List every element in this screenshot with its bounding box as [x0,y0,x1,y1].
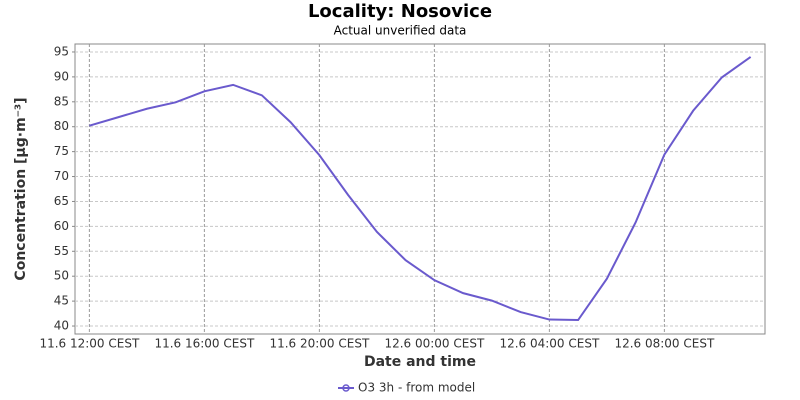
x-tick-label: 12.6 08:00 CEST [614,337,715,351]
y-axis-label: Concentration [µg·m⁻³] [13,97,29,280]
y-tick-label: 90 [54,69,69,83]
y-tick-label: 65 [54,194,69,208]
chart-title: Locality: Nosovice [308,1,492,22]
x-tick-label: 12.6 00:00 CEST [384,337,485,351]
y-tick-label: 70 [54,169,69,183]
y-tick-label: 95 [54,44,69,58]
x-tick-label: 11.6 16:00 CEST [154,337,255,351]
plot-area [74,43,766,335]
series-line [89,56,752,322]
y-tick-label: 80 [54,119,69,133]
y-tick-label: 60 [54,219,69,233]
y-tick-label: 40 [54,319,69,333]
legend-label: O3 3h - from model [358,381,475,395]
x-tick-label: 11.6 12:00 CEST [39,337,140,351]
y-tick-label: 85 [54,94,69,108]
x-axis-label: Date and time [364,354,476,370]
x-tick-label: 12.6 04:00 CEST [499,337,600,351]
y-tick-label: 45 [54,294,69,308]
x-tick-label: 11.6 20:00 CEST [269,337,370,351]
chart-subtitle: Actual unverified data [334,24,467,38]
y-tick-label: 55 [54,244,69,258]
y-tick-label: 50 [54,269,69,283]
legend-marker [342,384,350,392]
y-tick-label: 75 [54,144,69,158]
